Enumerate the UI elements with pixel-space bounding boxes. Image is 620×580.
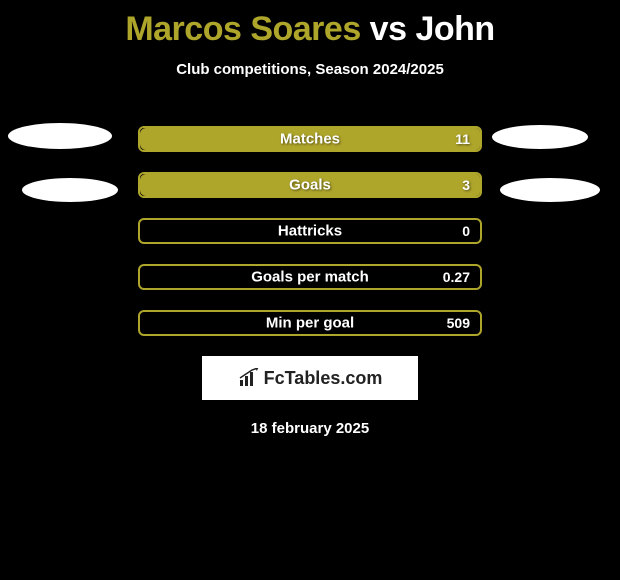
stat-row: Goals per match 0.27	[138, 264, 482, 290]
player-disc-left-1	[8, 123, 112, 149]
stat-value: 509	[447, 315, 470, 331]
stat-label: Min per goal	[266, 315, 354, 332]
stat-row: Hattricks 0	[138, 218, 482, 244]
footer-date: 18 february 2025	[0, 420, 620, 437]
stat-value: 0	[462, 223, 470, 239]
player-disc-right-2	[500, 178, 600, 202]
stat-label: Hattricks	[278, 223, 342, 240]
stat-label: Matches	[280, 131, 340, 148]
stat-row: Matches 11	[138, 126, 482, 152]
logo-box: FcTables.com	[202, 356, 418, 400]
title-vs: vs	[361, 10, 416, 48]
logo: FcTables.com	[238, 368, 383, 389]
player-disc-left-2	[22, 178, 118, 202]
stat-row: Min per goal 509	[138, 310, 482, 336]
stat-label: Goals per match	[251, 269, 369, 286]
stat-value: 0.27	[443, 269, 470, 285]
title-player2: John	[415, 10, 494, 48]
stats-chart: Matches 11 Goals 3 Hattricks 0 Goals per match…	[138, 126, 482, 336]
stat-value: 11	[455, 131, 470, 147]
logo-text: FcTables.com	[264, 368, 383, 389]
page-title: Marcos Soares vs John	[0, 0, 620, 49]
title-player1: Marcos Soares	[125, 10, 360, 48]
subtitle: Club competitions, Season 2024/2025	[0, 61, 620, 78]
stat-label: Goals	[289, 177, 331, 194]
stat-value: 3	[462, 177, 470, 193]
logo-chart-icon	[238, 368, 260, 388]
stat-row: Goals 3	[138, 172, 482, 198]
player-disc-right-1	[492, 125, 588, 149]
